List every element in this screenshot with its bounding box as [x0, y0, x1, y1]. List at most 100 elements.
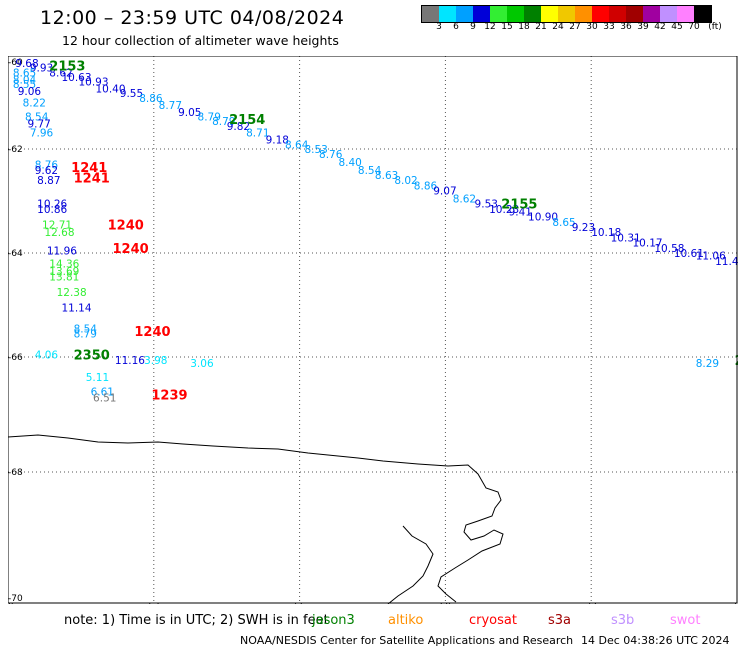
lat-lon-grid: 606366697275-60-62-64-66-68-70 — [8, 56, 738, 604]
color-scale-label: 12 — [484, 22, 496, 32]
wave-height-value: 12.38 — [57, 287, 87, 299]
wave-height-value: 11.96 — [47, 245, 77, 257]
wave-height-value: 9.62 — [35, 165, 58, 177]
wave-height-value: 14.36 — [49, 258, 79, 270]
wave-height-value: 4.06 — [35, 349, 59, 361]
wave-height-color-scale — [421, 5, 712, 23]
wave-height-value: 6.51 — [93, 392, 116, 404]
wave-height-value: 10.61 — [674, 248, 704, 260]
color-swatch — [575, 6, 592, 22]
wave-height-value: 8.65 — [552, 217, 575, 229]
wave-height-value: 9.82 — [227, 121, 250, 133]
map-subtitle: 12 hour collection of altimeter wave hei… — [62, 33, 339, 48]
wave-height-value: 8.40 — [338, 157, 361, 169]
color-swatch — [541, 6, 558, 22]
lat-label: -64 — [8, 249, 23, 259]
wave-height-value: 10.58 — [654, 243, 684, 255]
wave-height-value: 9.41 — [509, 206, 532, 218]
wave-height-value: 7.96 — [30, 128, 54, 140]
wave-height-value: 8.54 — [25, 111, 49, 123]
wave-height-value: 8.77 — [159, 100, 182, 112]
color-swatch — [524, 6, 541, 22]
wave-height-value: 13.81 — [49, 271, 79, 283]
wave-height-value: 10.17 — [633, 238, 663, 250]
lat-label: -70 — [8, 594, 23, 604]
color-scale-label: 70 — [688, 22, 700, 32]
wave-height-value: 8.54 — [358, 165, 382, 177]
footnote: note: 1) Time is in UTC; 2) SWH is in fe… — [64, 613, 329, 628]
wave-height-value: 9.68 — [15, 58, 38, 70]
wave-height-value: 12.71 — [42, 219, 72, 231]
wave-height-value: 8.86 — [139, 93, 163, 105]
wave-height-value: 8.71 — [246, 128, 269, 140]
color-scale-label: 6 — [453, 22, 459, 32]
wave-height-value: 9.93 — [30, 63, 53, 75]
color-scale-label: 33 — [603, 22, 615, 32]
satellite-legend-s3a: s3a — [548, 613, 572, 628]
satellite-legend-s3b: s3b — [611, 613, 635, 628]
pass-number-label: 2350 — [74, 348, 110, 363]
pass-number-label: 1239 — [151, 388, 187, 403]
wave-height-value: 8.62 — [453, 193, 476, 205]
wave-height-value: 9.77 — [27, 118, 50, 130]
lat-label: -62 — [8, 145, 23, 155]
wave-height-value: 8.86 — [414, 180, 438, 192]
color-scale-label: 3 — [436, 22, 442, 32]
wave-height-value: 8.29 — [696, 358, 719, 370]
pass-number-label: 1240 — [112, 242, 148, 257]
antarctic-coastline — [8, 434, 504, 604]
color-scale-label: 21 — [535, 22, 547, 32]
wave-height-value: 8.54 — [74, 323, 98, 335]
wave-height-value: 8.02 — [394, 175, 417, 187]
color-swatch — [694, 6, 711, 22]
wave-height-value: 8.76 — [35, 160, 59, 172]
wave-height-value: 8.79 — [198, 111, 221, 123]
wave-height-value: 3.98 — [144, 355, 167, 367]
color-swatch — [473, 6, 490, 22]
wave-height-value: 9.53 — [475, 199, 498, 211]
wave-height-value: 11.16 — [115, 355, 145, 367]
pass-number-label: 23 — [735, 354, 738, 369]
wave-height-value: 6.61 — [91, 387, 114, 399]
wave-height-value: 9.05 — [178, 107, 201, 119]
wave-height-value: 3.06 — [190, 358, 214, 370]
wave-height-value: 10.63 — [61, 72, 91, 84]
wave-height-value: 10.93 — [78, 77, 108, 89]
wave-height-value: 12.68 — [44, 227, 74, 239]
wave-height-value: 10.86 — [37, 204, 67, 216]
color-scale-label: 36 — [620, 22, 632, 32]
color-swatch — [439, 6, 456, 22]
color-swatch — [507, 6, 524, 22]
credit-timestamp: 14 Dec 04:38:26 UTC 2024 — [581, 634, 730, 647]
color-scale-label: 27 — [569, 22, 581, 32]
color-swatch — [609, 6, 626, 22]
pass-number-label: 2154 — [229, 113, 265, 128]
pass-number-label: 1240 — [134, 325, 170, 340]
wave-height-value: 10.40 — [95, 84, 125, 96]
wave-height-value: 9.18 — [266, 135, 289, 147]
wave-height-value: 10.31 — [611, 232, 641, 244]
wave-height-value: 5.11 — [86, 372, 109, 384]
color-swatch — [490, 6, 507, 22]
color-scale-label: 30 — [586, 22, 598, 32]
color-swatch — [422, 6, 439, 22]
color-swatch — [677, 6, 694, 22]
color-swatch — [558, 6, 575, 22]
satellite-legend-jason3: jason3 — [312, 613, 355, 628]
color-scale-label: 45 — [671, 22, 683, 32]
wave-height-value: 11.14 — [61, 303, 91, 315]
wave-height-value: 10.18 — [591, 227, 621, 239]
wave-height-value: 13.69 — [49, 266, 79, 278]
color-scale-unit: (ft) — [708, 22, 722, 32]
wave-height-value: 8.63 — [375, 170, 398, 182]
credit-org: NOAA/NESDIS Center for Satellite Applica… — [240, 634, 574, 647]
wave-height-value: 10.23 — [489, 204, 519, 216]
wave-height-value: 9.07 — [433, 186, 456, 198]
color-scale-label: 24 — [552, 22, 564, 32]
wave-height-value: 8.65 — [13, 67, 36, 79]
lat-label: -60 — [8, 58, 23, 68]
pass-number-label: 2155 — [501, 198, 537, 213]
wave-height-value: 11.06 — [696, 251, 726, 263]
color-swatch — [592, 6, 609, 22]
